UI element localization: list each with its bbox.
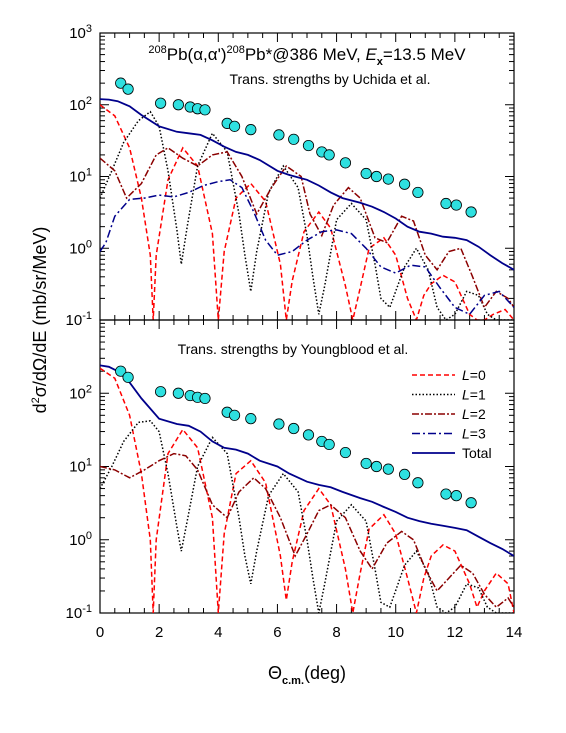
series-line-l0	[100, 104, 514, 320]
data-point	[273, 129, 285, 141]
y-tick-label: 101	[69, 457, 92, 476]
data-point	[370, 460, 383, 473]
data-point	[122, 371, 134, 383]
series-group	[100, 77, 514, 320]
data-point	[245, 413, 257, 425]
x-tick-label: 0	[96, 624, 104, 641]
data-point	[155, 97, 167, 109]
data-point	[115, 77, 127, 89]
x-tick-label: 14	[506, 624, 523, 641]
x-tick-label: 8	[332, 624, 340, 641]
x-tick-label: 10	[387, 624, 404, 641]
x-tick-label: 4	[214, 624, 222, 641]
plot-frame	[99, 319, 515, 614]
series-line-l2	[100, 147, 514, 309]
y-axis-label: d2σ/dΩ/dE (mb/sr/MeV)	[30, 227, 50, 414]
data-point	[122, 83, 134, 95]
legend-label-l1: L=1	[462, 387, 486, 403]
y-tick-label: 103	[69, 23, 92, 42]
panel-subtitle: Trans. strengths by Uchida et al.	[229, 71, 430, 87]
data-point	[398, 468, 411, 481]
legend-label-l0: L=0	[462, 367, 486, 383]
x-axis-label: Θc.m.(deg)	[268, 663, 346, 687]
data-point	[339, 157, 352, 169]
y-tick-label: 101	[69, 167, 92, 186]
series-line-l3	[100, 179, 514, 316]
data-point	[302, 429, 315, 441]
x-tick-label: 12	[447, 624, 464, 641]
data-point	[360, 457, 372, 470]
series-line-l1	[100, 110, 514, 320]
data-point	[450, 490, 462, 502]
series-line-l1	[100, 420, 514, 613]
panel-uchida: 10-1 100 101 102 103 208Pb(α,α')208Pb*@386 Me…	[66, 23, 515, 329]
data-point	[115, 365, 127, 377]
data-point	[245, 124, 257, 136]
y-tick-label: 102	[69, 95, 92, 114]
data-point	[412, 186, 424, 199]
data-point	[465, 497, 477, 509]
y-tick-label: 102	[69, 383, 92, 402]
data-point	[273, 418, 285, 430]
panel-title: 208Pb(α,α')208Pb*@386 MeV, Ex=13.5 MeV	[148, 44, 466, 68]
data-point	[228, 120, 241, 132]
data-point	[382, 463, 394, 475]
data-point	[288, 133, 300, 145]
data-point	[172, 99, 184, 111]
legend: L=0 L=1 L=2 L=3 Total	[412, 367, 492, 461]
data-point	[398, 178, 411, 190]
series-line-total	[100, 98, 514, 271]
legend-label-total: Total	[462, 445, 492, 461]
data-point	[412, 477, 424, 489]
series-line-l2	[100, 452, 514, 609]
data-point	[199, 392, 211, 405]
data-point	[465, 206, 477, 218]
data-point	[440, 488, 452, 500]
series-line-l0	[100, 367, 514, 613]
data-point	[382, 173, 394, 185]
data-point	[323, 438, 335, 451]
data-point	[370, 170, 383, 183]
data-point	[440, 197, 452, 210]
series-line-total	[100, 364, 514, 557]
x-tick-label: 6	[273, 624, 281, 641]
series-group	[100, 364, 514, 613]
y-tick-label: 100	[69, 530, 92, 549]
data-point	[323, 149, 335, 161]
data-point	[155, 386, 167, 398]
y-tick-label: 10-1	[66, 310, 92, 329]
data-point	[288, 422, 300, 435]
panel-youngblood: 10-1 100 101 102 Trans. strengths by Youngbl…	[66, 319, 515, 622]
data-point	[302, 139, 315, 152]
legend-label-l3: L=3	[462, 426, 486, 442]
panel-subtitle: Trans. strengths by Youngblood et al.	[178, 341, 409, 357]
legend-label-l2: L=2	[462, 406, 486, 422]
x-tick-label: 2	[155, 624, 163, 641]
data-point	[199, 104, 211, 116]
data-point	[339, 446, 352, 459]
y-tick-label: 10-1	[66, 603, 92, 622]
data-point	[360, 167, 372, 180]
data-point	[228, 409, 241, 421]
data-point	[450, 199, 462, 211]
y-tick-label: 100	[69, 238, 92, 257]
data-point	[172, 387, 184, 399]
